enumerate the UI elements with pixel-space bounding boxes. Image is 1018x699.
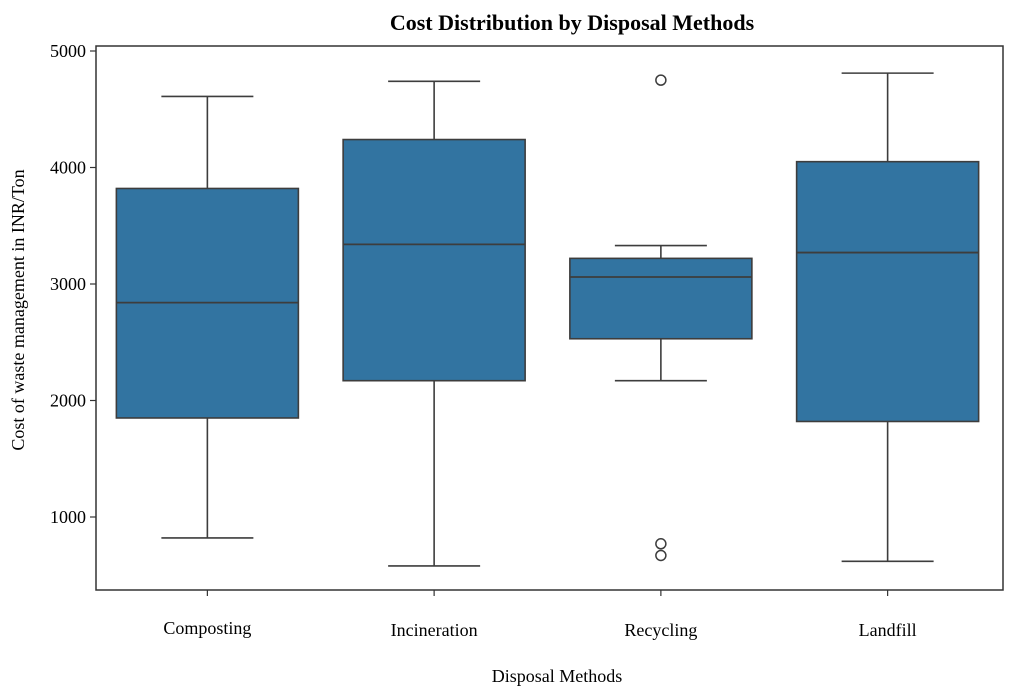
iqr-box [569,257,753,340]
x-axis: Composting Incineration Recycling Landfill [163,590,917,640]
x-tick-label: Composting [163,618,251,638]
outlier-point [655,538,667,550]
chart-title: Cost Distribution by Disposal Methods [390,10,755,35]
y-axis: 1000 2000 3000 4000 5000 [50,41,96,527]
x-tick-label: Incineration [391,620,478,640]
y-tick-label: 5000 [50,41,86,61]
box-landfill [795,72,980,563]
iqr-box [342,138,526,382]
boxes-layer [115,72,980,567]
y-axis-title: Cost of waste management in INR/Ton [8,169,28,450]
y-tick-label: 2000 [50,391,86,411]
outlier-point [655,74,667,86]
box-incineration [342,80,526,567]
outlier-point [655,549,667,562]
box-recycling [569,74,753,562]
y-tick-label: 4000 [50,158,86,178]
iqr-box [795,160,980,423]
box-composting [115,95,300,539]
x-tick-label: Landfill [859,620,917,640]
y-tick-label: 1000 [50,507,86,527]
x-axis-title: Disposal Methods [492,666,623,686]
y-tick-label: 3000 [50,274,86,294]
x-tick-label: Recycling [624,620,697,640]
